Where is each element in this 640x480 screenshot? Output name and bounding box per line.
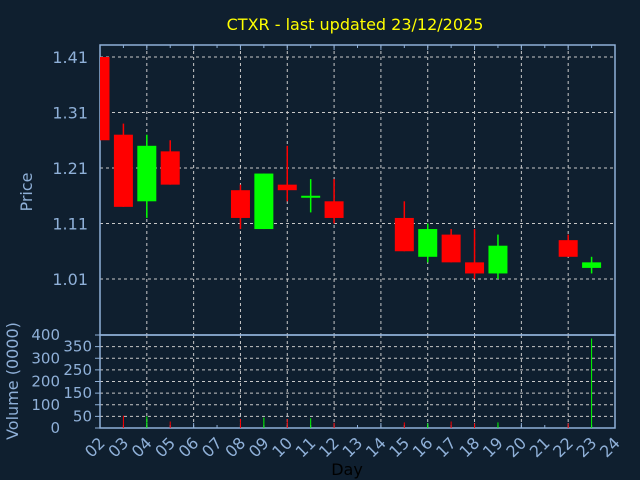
- volume-axis-label: Volume (0000): [3, 322, 22, 440]
- y-tick-label: 1.11: [52, 215, 88, 234]
- volume-tick-label: 250: [63, 361, 92, 379]
- x-axis-label: Day: [331, 460, 363, 479]
- candle-body: [137, 145, 157, 202]
- candle-body: [100, 57, 110, 141]
- chart-title: CTXR - last updated 23/12/2025: [227, 15, 484, 34]
- candle-body: [488, 245, 508, 274]
- candle-body: [324, 201, 344, 218]
- candle-body: [301, 195, 321, 198]
- volume-panel-frame: [99, 334, 616, 429]
- candle-body: [465, 262, 485, 274]
- volume-tick-label: 100: [31, 396, 60, 414]
- candle-body: [113, 134, 133, 207]
- candle-body: [230, 190, 250, 218]
- volume-tick-label: 350: [63, 338, 92, 356]
- candle-body: [582, 262, 602, 268]
- candle-body: [277, 184, 297, 191]
- y-axis-label: Price: [17, 172, 36, 211]
- price-panel-frame: [99, 44, 616, 336]
- volume-tick-label: 0: [50, 419, 60, 437]
- volume-tick-label: 50: [73, 407, 92, 425]
- volume-tick-label: 200: [31, 373, 60, 391]
- volume-tick-label: 400: [31, 326, 60, 344]
- candle-body: [160, 151, 180, 185]
- candle-body: [418, 229, 438, 257]
- candle-body: [394, 217, 414, 252]
- y-tick-label: 1.31: [52, 104, 88, 123]
- y-tick-label: 1.01: [52, 270, 88, 289]
- candle-body: [441, 234, 461, 263]
- x-tick-label: 24: [596, 433, 624, 461]
- volume-tick-label: 300: [31, 349, 60, 367]
- y-tick-label: 1.41: [52, 48, 88, 67]
- candle-body: [558, 240, 578, 257]
- y-tick-label: 1.21: [52, 159, 88, 178]
- volume-tick-label: 150: [63, 384, 92, 402]
- candle-body: [254, 173, 274, 230]
